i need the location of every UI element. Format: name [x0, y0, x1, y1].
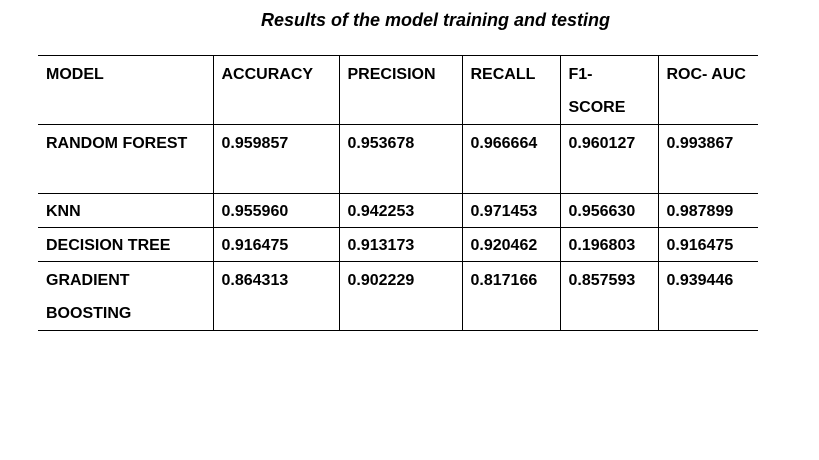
- precision-cell: 0.942253: [338, 193, 462, 228]
- model-name-cell: DECISION TREE: [38, 227, 213, 262]
- accuracy-cell: 0.864313: [212, 261, 339, 331]
- roc-auc-cell: 0.987899: [657, 193, 758, 228]
- results-table: MODEL ACCURACY PRECISION RECALL F1- SCOR…: [38, 55, 758, 331]
- accuracy-cell: 0.959857: [212, 124, 339, 194]
- f1-score-cell: 0.196803: [559, 227, 658, 262]
- table-row: RANDOM FOREST 0.959857 0.953678 0.966664…: [38, 124, 758, 194]
- f1-score-cell: 0.857593: [559, 261, 658, 331]
- f1-score-cell: 0.960127: [559, 124, 658, 194]
- roc-auc-cell: 0.916475: [657, 227, 758, 262]
- model-name-cell: GRADIENT BOOSTING: [38, 261, 213, 331]
- table-row: GRADIENT BOOSTING 0.864313 0.902229 0.81…: [38, 261, 758, 331]
- header-roc-auc: ROC- AUC: [657, 55, 758, 125]
- header-precision: PRECISION: [338, 55, 462, 125]
- accuracy-cell: 0.955960: [212, 193, 339, 228]
- recall-cell: 0.966664: [461, 124, 560, 194]
- roc-auc-cell: 0.939446: [657, 261, 758, 331]
- table-row: KNN 0.955960 0.942253 0.971453 0.956630 …: [38, 193, 758, 228]
- recall-cell: 0.971453: [461, 193, 560, 228]
- table-header-row: MODEL ACCURACY PRECISION RECALL F1- SCOR…: [38, 55, 758, 125]
- table-row: DECISION TREE 0.916475 0.913173 0.920462…: [38, 227, 758, 262]
- header-recall: RECALL: [461, 55, 560, 125]
- roc-auc-cell: 0.993867: [657, 124, 758, 194]
- accuracy-cell: 0.916475: [212, 227, 339, 262]
- page-title: Results of the model training and testin…: [260, 10, 611, 30]
- header-f1-score: F1- SCORE: [559, 55, 658, 125]
- header-accuracy: ACCURACY: [212, 55, 339, 125]
- model-name-cell: RANDOM FOREST: [38, 124, 213, 194]
- model-name-cell: KNN: [38, 193, 213, 228]
- precision-cell: 0.902229: [338, 261, 462, 331]
- f1-score-cell: 0.956630: [559, 193, 658, 228]
- recall-cell: 0.817166: [461, 261, 560, 331]
- recall-cell: 0.920462: [461, 227, 560, 262]
- header-model: MODEL: [38, 55, 213, 125]
- precision-cell: 0.953678: [338, 124, 462, 194]
- precision-cell: 0.913173: [338, 227, 462, 262]
